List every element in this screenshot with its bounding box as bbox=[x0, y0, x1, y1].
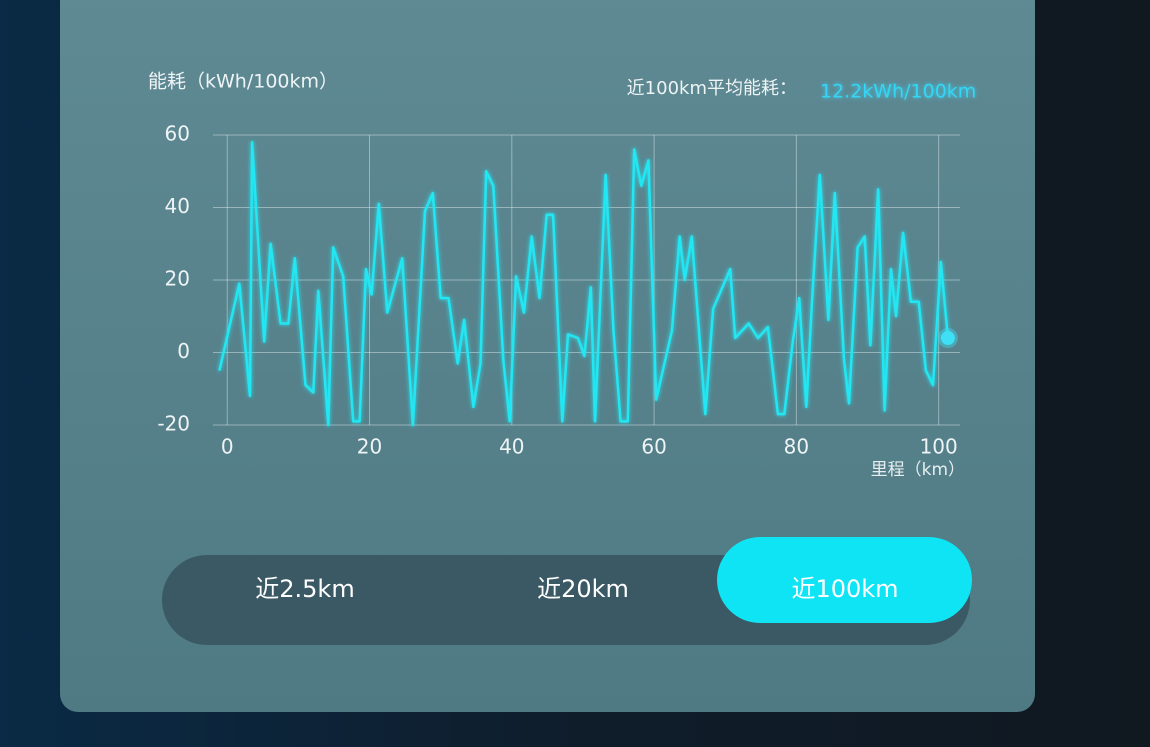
panel bbox=[60, 0, 1035, 712]
tab[interactable]: 近100km bbox=[791, 575, 898, 603]
y-tick-label: 0 bbox=[177, 339, 190, 363]
tab[interactable]: 近20km bbox=[537, 575, 629, 603]
x-tick-label: 0 bbox=[221, 435, 234, 459]
y-tick-label: -20 bbox=[157, 412, 190, 436]
last-point bbox=[937, 328, 958, 348]
energy-line bbox=[218, 141, 950, 427]
x-axis-label: 里程（km） bbox=[871, 460, 965, 480]
x-tick-label: 80 bbox=[784, 435, 809, 459]
x-tick-label: 100 bbox=[920, 435, 958, 459]
tab[interactable]: 近2.5km bbox=[255, 575, 354, 603]
x-tick-label: 40 bbox=[499, 435, 524, 459]
x-tick-label: 20 bbox=[357, 435, 382, 459]
chart-title: 能耗（kWh/100km） bbox=[148, 71, 338, 93]
average-value: 12.2kWh/100km bbox=[820, 81, 976, 103]
x-tick-label: 60 bbox=[641, 435, 666, 459]
active-tab-bg bbox=[717, 537, 972, 623]
y-tick-label: 60 bbox=[165, 122, 190, 146]
y-tick-label: 20 bbox=[165, 267, 190, 291]
tab-bar: 近2.5km 近20km 近100km bbox=[162, 537, 972, 645]
y-tick-label: 40 bbox=[165, 194, 190, 218]
average-label: 近100km平均能耗： bbox=[627, 78, 797, 99]
